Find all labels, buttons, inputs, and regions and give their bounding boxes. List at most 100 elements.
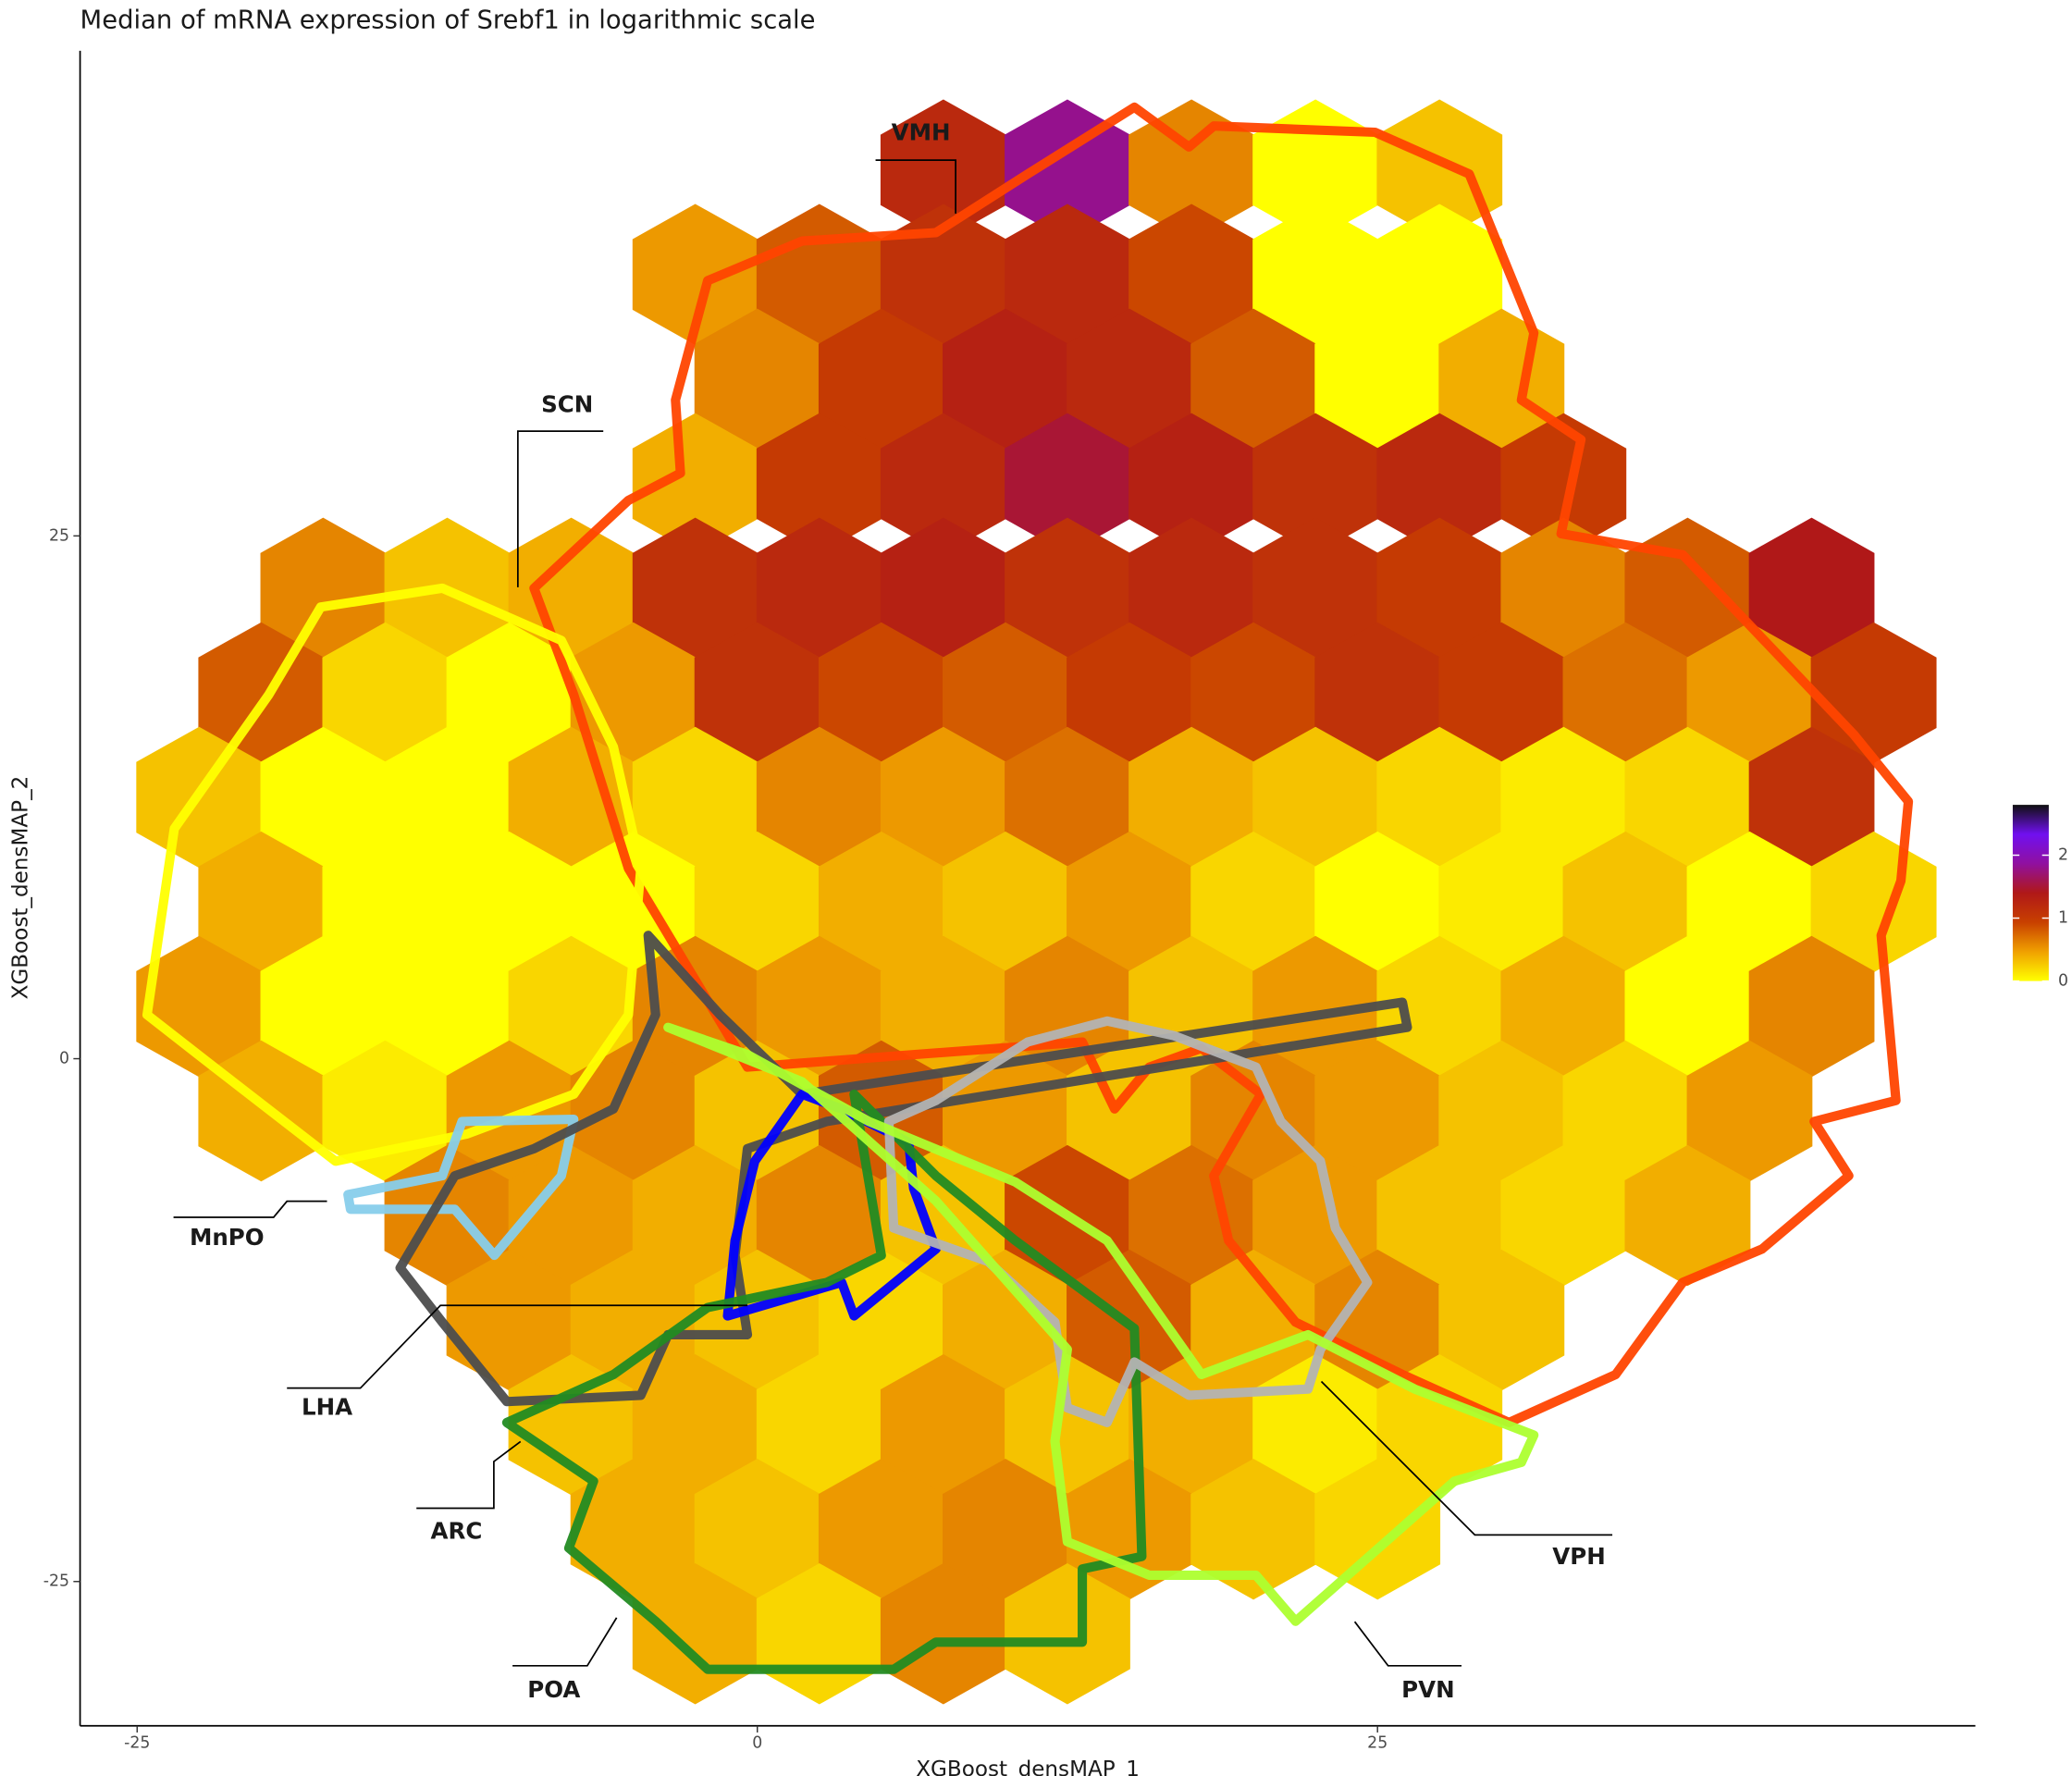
hexbin xyxy=(1562,831,1689,973)
hexbin xyxy=(322,831,449,973)
hexbin xyxy=(880,204,1006,346)
leader-line xyxy=(512,1617,618,1667)
hexbin xyxy=(1562,1040,1689,1182)
hexbin xyxy=(880,517,1006,660)
hexbin xyxy=(1314,1459,1441,1600)
hexbin xyxy=(384,935,511,1078)
leader-line xyxy=(173,1200,327,1218)
hexbin xyxy=(818,1249,944,1391)
hexbin xyxy=(694,308,820,450)
hexbin xyxy=(1376,1144,1503,1287)
hexbin xyxy=(1500,413,1627,555)
annotation-layer: VMH SCN MnPO LHA ARC POA VPH PVN xyxy=(173,118,1613,1703)
hexbin xyxy=(260,726,387,869)
hexbin xyxy=(756,726,882,869)
hexbin xyxy=(942,1249,1068,1391)
region-outline xyxy=(529,102,1914,1427)
hexbin xyxy=(1500,726,1627,869)
hexbin xyxy=(1252,413,1379,555)
hexbin xyxy=(508,1144,635,1287)
hexbin xyxy=(446,1249,573,1391)
hexbin xyxy=(880,413,1006,555)
hexbin xyxy=(1686,831,1813,973)
colorbar-tick-label: 0 xyxy=(2058,972,2068,991)
leader-line xyxy=(516,430,604,587)
colorbar-tick-label: 2 xyxy=(2058,846,2068,865)
region-label: POA xyxy=(527,1676,580,1703)
hexbin xyxy=(818,308,944,450)
hexbin xyxy=(1376,204,1503,346)
hexbin xyxy=(1748,517,1875,660)
hexbin xyxy=(1438,1040,1565,1182)
leader-line xyxy=(1320,1380,1613,1536)
hexbin xyxy=(1128,99,1254,240)
y-axis-title: XGBoost_densMAP_2 xyxy=(9,776,33,1000)
hexbin xyxy=(1438,831,1565,973)
hexbin xyxy=(1005,517,1130,660)
hexbin xyxy=(1314,622,1441,764)
chart-title: Median of mRNA expression of Srebf1 in l… xyxy=(80,6,816,35)
hexbin xyxy=(1314,831,1441,973)
hexbin xyxy=(1624,1144,1751,1287)
hexbin xyxy=(1128,517,1254,660)
hexbin xyxy=(1005,204,1130,346)
hexbin xyxy=(632,1354,758,1496)
hexbin xyxy=(880,1562,1006,1705)
hexbin xyxy=(632,204,758,346)
hexbin xyxy=(1438,1249,1565,1391)
colorbar xyxy=(2012,805,2049,981)
y-tick-label: -25 xyxy=(43,1572,69,1591)
hexbin xyxy=(260,935,387,1078)
region-label: PVN xyxy=(1401,1676,1454,1703)
hexbin xyxy=(1005,1354,1130,1496)
hexbin xyxy=(1376,517,1503,660)
hexbin xyxy=(384,726,511,869)
region-outline xyxy=(395,931,1412,1407)
outline-layer xyxy=(142,102,1914,1674)
hexbin xyxy=(1376,99,1503,240)
hexbin xyxy=(1500,1144,1627,1287)
hexbin xyxy=(570,1459,697,1600)
hexbin xyxy=(508,935,635,1078)
hexbin xyxy=(694,831,820,973)
x-tick-label: 0 xyxy=(752,1734,762,1753)
y-tick-label: 25 xyxy=(49,526,69,545)
hexbin xyxy=(1376,935,1503,1078)
hexbin xyxy=(1686,1040,1813,1182)
hexbin xyxy=(198,831,325,973)
region-label: VPH xyxy=(1552,1543,1605,1570)
hexbin xyxy=(1252,726,1379,869)
hexbin xyxy=(694,622,820,764)
region-label: VMH xyxy=(892,118,951,145)
hexbin xyxy=(880,726,1006,869)
x-tick-label: -25 xyxy=(124,1734,150,1753)
hexbin xyxy=(1500,935,1627,1078)
hexbin xyxy=(756,935,882,1078)
hexbin xyxy=(1438,622,1565,764)
region-outline xyxy=(343,1115,579,1261)
x-axis-title: XGBoost_densMAP_1 xyxy=(916,1758,1140,1776)
hexbin xyxy=(694,1249,820,1391)
hexbin xyxy=(1128,1144,1254,1287)
hexbin xyxy=(1128,413,1254,555)
hexbin xyxy=(632,935,758,1078)
hexbin xyxy=(446,831,573,973)
colorbar-tick-label: 1 xyxy=(2058,909,2068,928)
hexbin xyxy=(818,831,944,973)
region-outline xyxy=(883,1016,1373,1427)
hexbin xyxy=(260,517,387,660)
x-tick-label: 25 xyxy=(1367,1734,1388,1753)
hexbin xyxy=(570,1249,697,1391)
hexbin xyxy=(136,935,263,1078)
hexbin xyxy=(1500,517,1627,660)
hexbin xyxy=(446,622,573,764)
hexbin xyxy=(632,1144,758,1287)
hexbin xyxy=(570,1040,697,1182)
hexbin xyxy=(1252,517,1379,660)
hexbin xyxy=(942,831,1068,973)
hexbin xyxy=(1067,622,1192,764)
hexbin xyxy=(818,622,944,764)
hexbin xyxy=(508,1354,635,1496)
region-outline xyxy=(663,1022,1539,1626)
